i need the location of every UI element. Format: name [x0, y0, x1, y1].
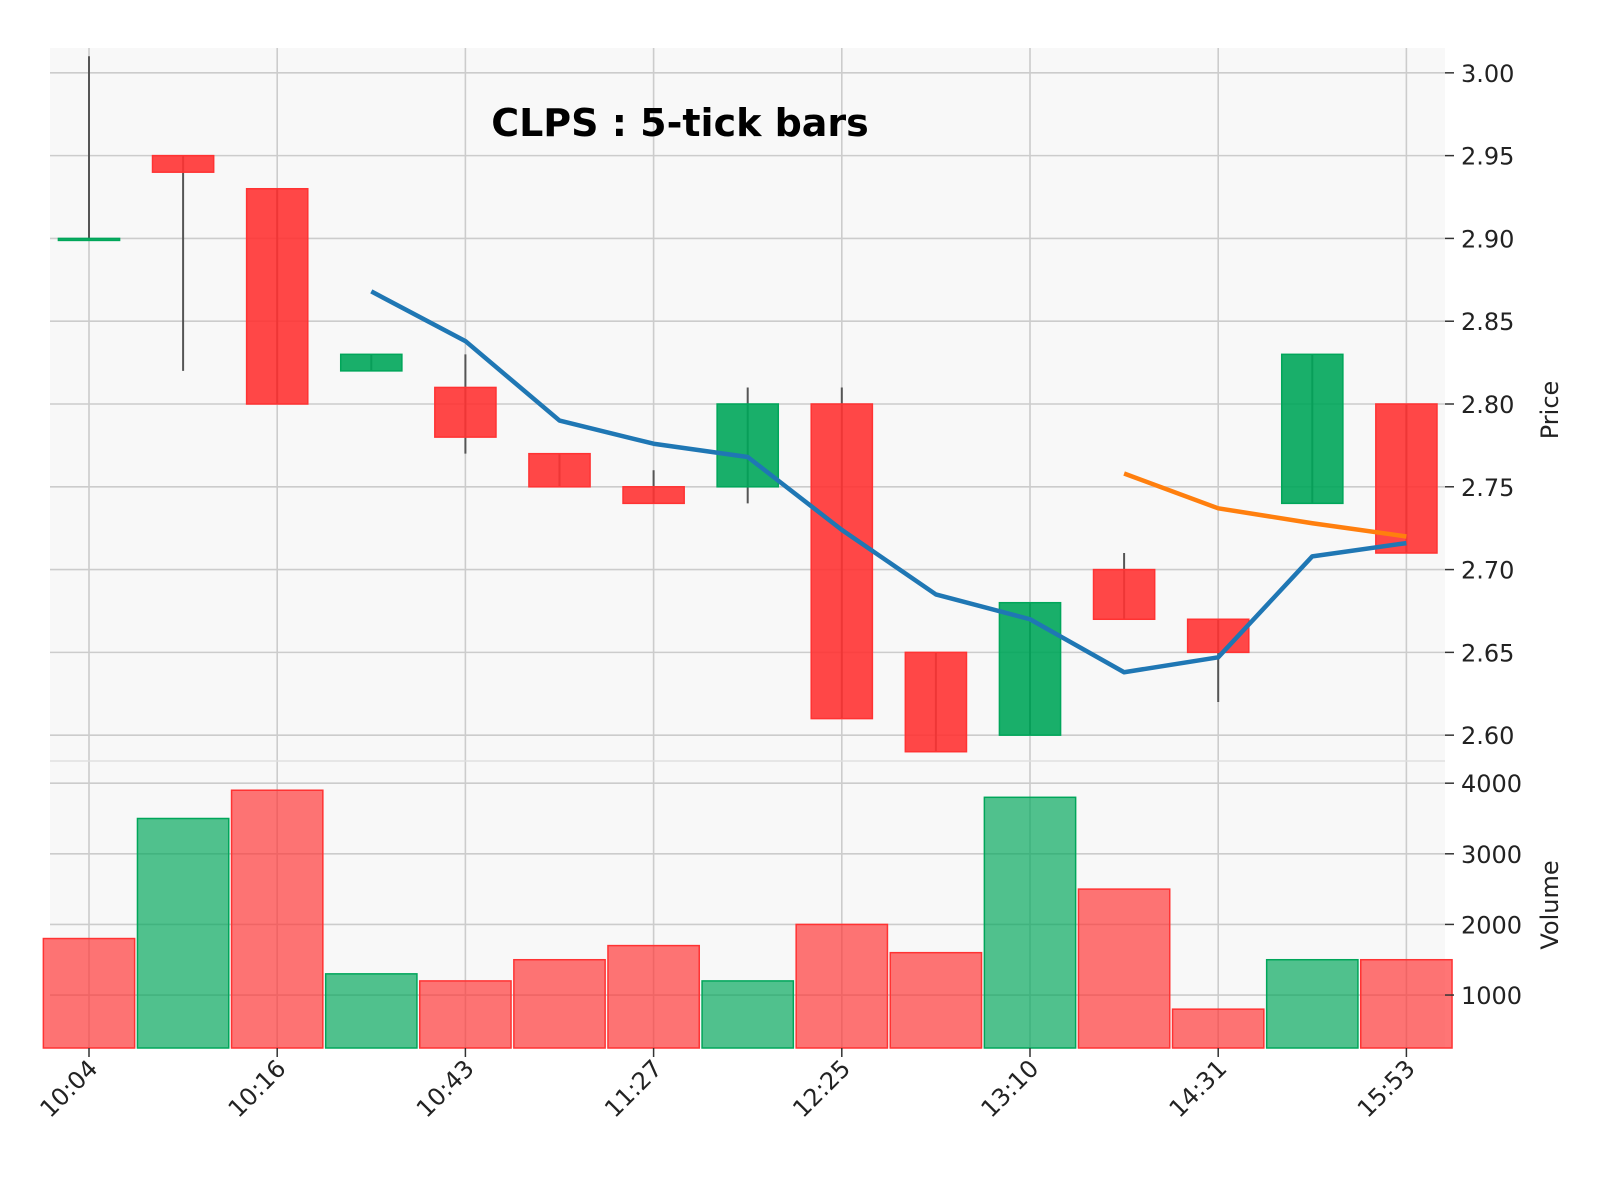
- volume-bar: [1077, 888, 1171, 1049]
- time-tick-label: 11:27: [599, 1054, 668, 1123]
- candle-body: [904, 651, 968, 753]
- candle-body: [339, 353, 403, 372]
- volume-bar: [419, 980, 512, 1049]
- candle-body: [528, 452, 591, 488]
- price-tick-label: 2.95: [1461, 143, 1514, 171]
- price-tick-label: 2.85: [1461, 308, 1514, 336]
- candle-body: [998, 601, 1062, 736]
- time-tick-label: 10:04: [35, 1054, 104, 1123]
- candle-body: [57, 237, 121, 242]
- chart-title: CLPS : 5-tick bars: [491, 101, 869, 145]
- volume-bar: [136, 817, 230, 1049]
- time-tick-label: 10:16: [223, 1054, 292, 1123]
- time-tick-label: 12:25: [787, 1054, 856, 1123]
- candle-body: [1280, 353, 1344, 505]
- volume-bar: [983, 796, 1077, 1049]
- price-axis-label: Price: [1536, 381, 1564, 440]
- candles: [57, 56, 1438, 753]
- moving-averages: [370, 289, 1407, 675]
- volume-tick-label: 4000: [1461, 770, 1522, 798]
- candle-body: [1092, 568, 1156, 621]
- candle-body: [245, 187, 309, 405]
- volume-bar: [1360, 958, 1453, 1049]
- volume-bar: [701, 980, 795, 1049]
- time-tick-label: 15:53: [1352, 1054, 1421, 1123]
- price-tick-label: 3.00: [1461, 60, 1514, 88]
- volume-tick-label: 2000: [1461, 911, 1522, 939]
- moving-average-line: [370, 289, 1407, 675]
- candle-body: [1375, 403, 1438, 554]
- price-tick-label: 2.60: [1461, 722, 1514, 750]
- volume-tick-label: 3000: [1461, 841, 1522, 869]
- volume-tick-label: 1000: [1461, 982, 1522, 1010]
- volume-bar: [42, 937, 136, 1049]
- price-tick-label: 2.80: [1461, 391, 1514, 419]
- volume-bar: [513, 958, 606, 1049]
- price-tick-label: 2.70: [1461, 557, 1514, 585]
- candle-body: [151, 154, 215, 173]
- candle-body: [622, 486, 685, 505]
- time-tick-label: 10:43: [411, 1054, 480, 1123]
- volume-bar: [795, 923, 889, 1049]
- candle-body: [810, 403, 874, 720]
- time-tick-label: 13:10: [976, 1054, 1045, 1123]
- volume-bar: [889, 951, 983, 1049]
- moving-average-line: [1123, 471, 1407, 539]
- volume-bar: [1265, 958, 1359, 1049]
- volume-bar: [324, 973, 418, 1049]
- volume-bar: [230, 789, 324, 1049]
- price-tick-label: 2.65: [1461, 639, 1514, 667]
- volume-bar: [1171, 1008, 1265, 1049]
- price-tick-label: 2.75: [1461, 474, 1514, 502]
- volume-bar: [607, 944, 700, 1049]
- price-tick-label: 2.90: [1461, 225, 1514, 253]
- time-tick-label: 14:31: [1164, 1054, 1233, 1123]
- volume-axis-label: Volume: [1536, 860, 1564, 949]
- candle-body: [434, 386, 497, 438]
